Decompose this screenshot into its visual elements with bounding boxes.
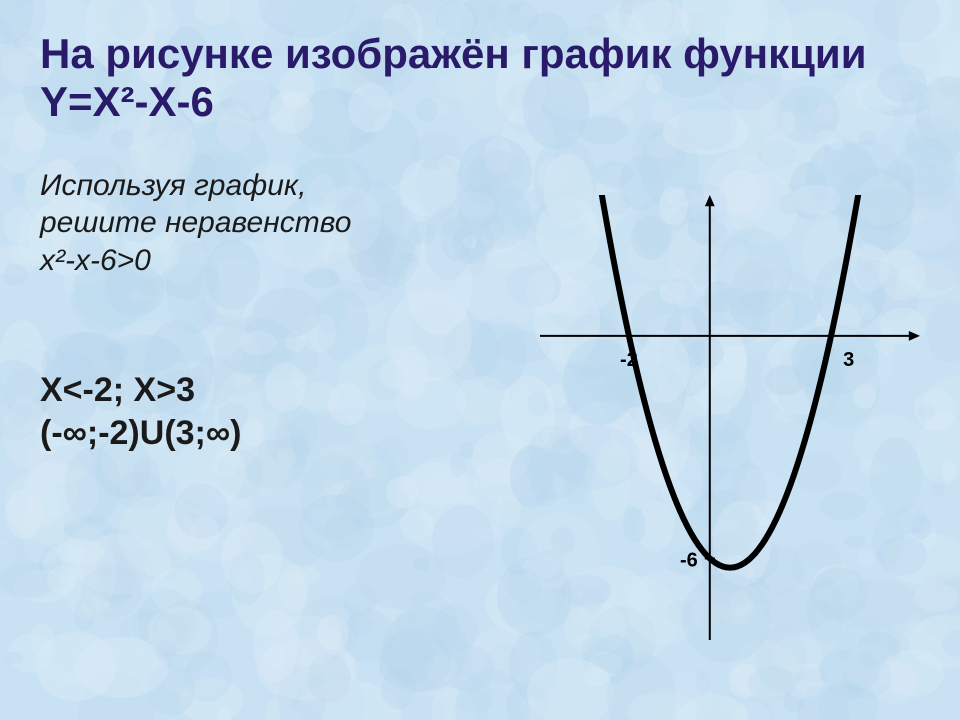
parabola-chart: -2 3 -6: [540, 195, 920, 640]
task-line: решите неравенство: [40, 204, 480, 242]
slide-title: На рисунке изображён график функции Y=X²…: [40, 30, 920, 127]
chart-svg: -2 3 -6: [540, 195, 920, 640]
axis-label: 3: [843, 349, 854, 371]
task-line: Используя график,: [40, 167, 480, 205]
task-line: x²-x-6>0: [40, 242, 480, 280]
task-text: Используя график, решите неравенство x²-…: [40, 167, 480, 280]
slide: На рисунке изображён график функции Y=X²…: [0, 0, 960, 720]
axis-label: -2: [620, 349, 638, 371]
axis-label: -6: [680, 549, 698, 571]
